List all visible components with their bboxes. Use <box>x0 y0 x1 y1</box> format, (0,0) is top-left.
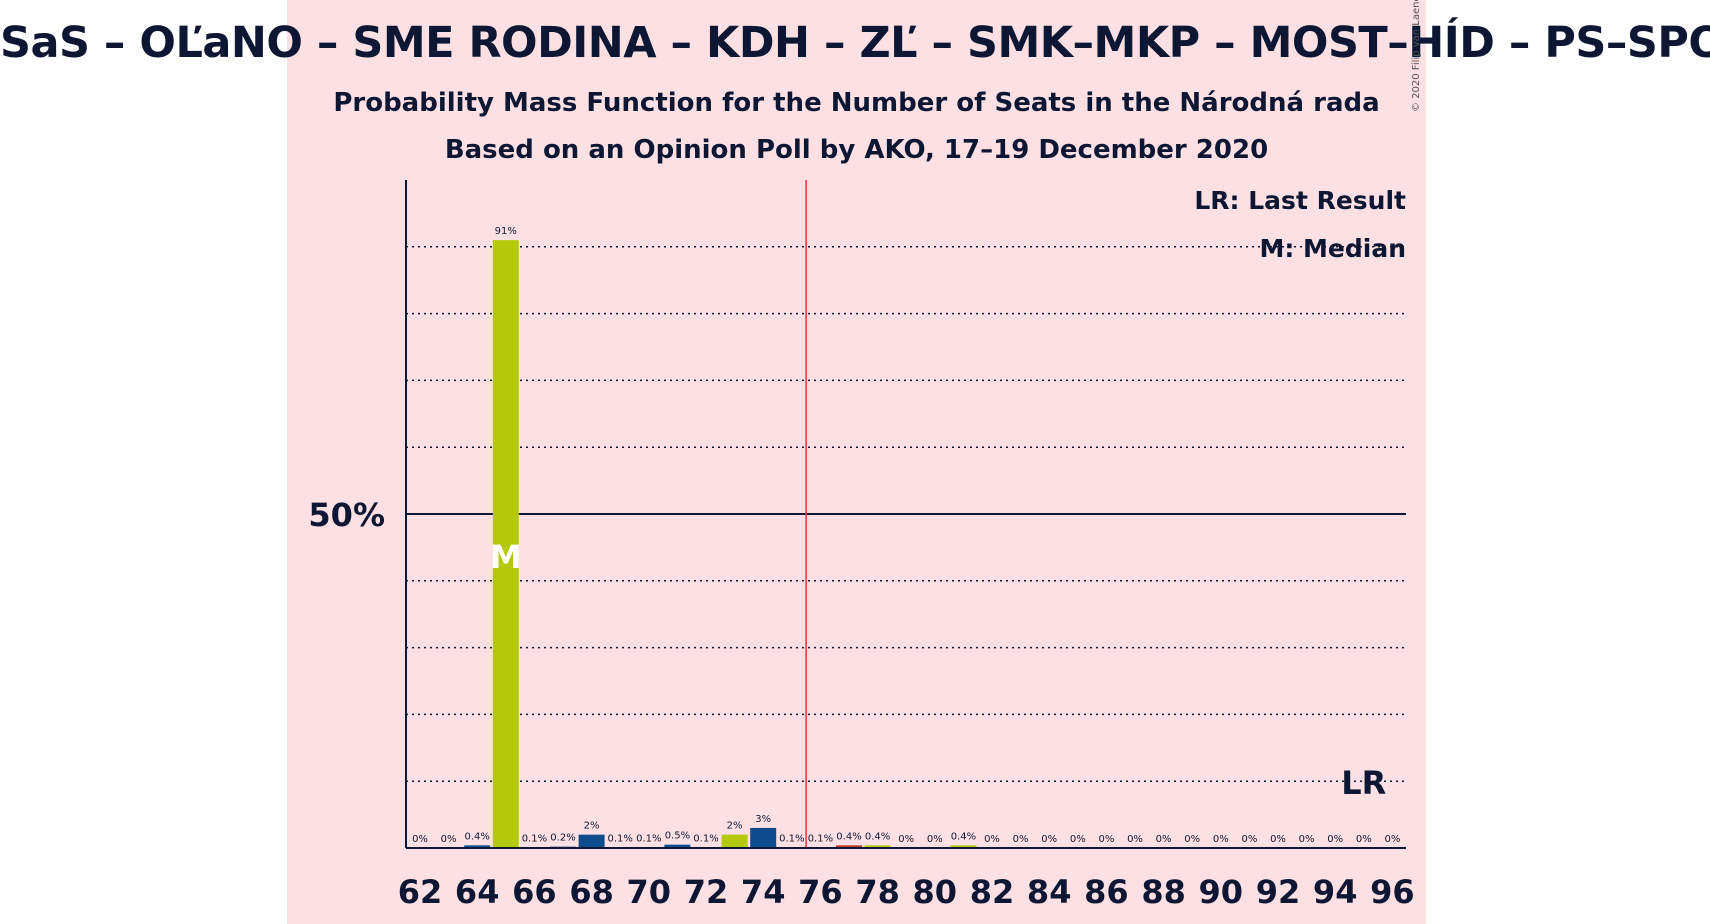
bar-value-label: 0.2% <box>550 833 575 844</box>
bar-value-label: 0% <box>1270 834 1286 845</box>
last-result-marker: LR <box>1341 764 1386 802</box>
chart-subtitle: Probability Mass Function for the Number… <box>333 88 1380 118</box>
legend-median: M: Median <box>1259 234 1406 263</box>
median-marker: M <box>490 538 522 576</box>
bar-value-label: 0.4% <box>865 831 890 842</box>
x-tick-label: 70 <box>627 873 672 911</box>
bar-value-label: 0% <box>1213 834 1229 845</box>
x-tick-label: 80 <box>913 873 958 911</box>
bar-value-label: 0% <box>898 834 914 845</box>
bar-value-label: 3% <box>755 814 771 825</box>
bar-value-label: 0.1% <box>607 833 632 844</box>
bar-value-label: 0% <box>1327 834 1343 845</box>
bar-value-label: 0% <box>441 834 457 845</box>
bar-seat-73 <box>721 834 748 848</box>
x-tick-label: 62 <box>398 873 443 911</box>
chart-background-panel <box>287 0 1426 924</box>
bar-seat-77 <box>836 845 862 848</box>
bar-seat-65 <box>492 240 519 848</box>
x-tick-label: 96 <box>1370 873 1415 911</box>
bar-value-label: 0% <box>1356 834 1372 845</box>
bar-value-label: 2% <box>727 821 743 832</box>
x-tick-label: 78 <box>855 873 900 911</box>
bar-value-label: 0.4% <box>836 831 861 842</box>
chart-title: SaS – OĽaNO – SME RODINA – KDH – ZĽ – SM… <box>0 18 1710 68</box>
bar-seat-68 <box>578 834 605 848</box>
bar-value-label: 0% <box>1013 834 1029 845</box>
bar-value-label: 0% <box>1241 834 1257 845</box>
bar-value-label: 0% <box>1041 834 1057 845</box>
bar-value-label: 0.4% <box>464 831 489 842</box>
x-tick-label: 84 <box>1027 873 1072 911</box>
bar-value-label: 0% <box>1299 834 1315 845</box>
y-tick-label: 50% <box>308 496 385 534</box>
bar-seat-81 <box>950 845 977 848</box>
x-tick-label: 86 <box>1084 873 1129 911</box>
x-tick-label: 88 <box>1141 873 1186 911</box>
x-tick-label: 66 <box>512 873 557 911</box>
bar-value-label: 0% <box>984 834 1000 845</box>
bar-value-label: 0% <box>1384 834 1400 845</box>
bar-value-label: 0% <box>927 834 943 845</box>
poll-source-subtitle: Based on an Opinion Poll by AKO, 17–19 D… <box>444 135 1269 165</box>
bar-value-label: 2% <box>584 821 600 832</box>
bar-value-label: 0% <box>1070 834 1086 845</box>
x-tick-label: 74 <box>741 873 786 911</box>
bar-value-label: 0.1% <box>522 833 547 844</box>
x-tick-label: 92 <box>1256 873 1301 911</box>
x-tick-label: 68 <box>569 873 614 911</box>
bar-value-label: 0% <box>1156 834 1172 845</box>
bar-value-label: 0% <box>412 834 428 845</box>
bar-value-label: 0.5% <box>665 831 690 842</box>
x-tick-label: 90 <box>1199 873 1244 911</box>
x-tick-label: 94 <box>1313 873 1358 911</box>
bar-value-label: 0.1% <box>636 833 661 844</box>
bar-seat-71 <box>664 844 691 848</box>
bar-value-label: 0.1% <box>693 833 718 844</box>
legend-last-result: LR: Last Result <box>1194 186 1406 215</box>
bar-value-label: 0.1% <box>808 833 833 844</box>
bar-value-label: 0% <box>1127 834 1143 845</box>
bar-seat-78 <box>864 845 891 848</box>
x-tick-label: 72 <box>684 873 729 911</box>
bar-value-label: 0.4% <box>951 831 976 842</box>
bar-value-label: 0% <box>1184 834 1200 845</box>
bar-value-label: 0% <box>1098 834 1114 845</box>
bar-value-label: 91% <box>495 226 517 237</box>
bar-seat-64 <box>464 845 491 848</box>
x-tick-label: 64 <box>455 873 500 911</box>
x-tick-label: 82 <box>970 873 1015 911</box>
bar-value-label: 0.1% <box>779 833 804 844</box>
x-tick-label: 76 <box>798 873 843 911</box>
bar-seat-74 <box>750 827 777 848</box>
